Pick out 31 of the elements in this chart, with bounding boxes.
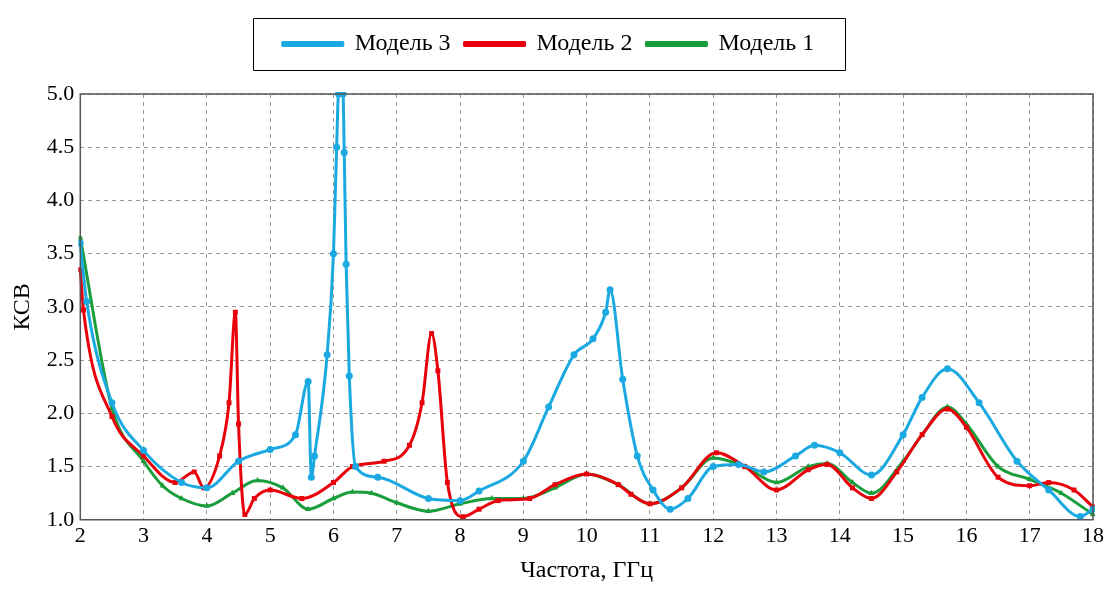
x-tick-label: 8	[454, 521, 466, 547]
y-tick-label: 3.0	[46, 292, 75, 318]
x-tick-label: 10	[575, 521, 598, 547]
x-tick-label: 11	[639, 521, 661, 547]
y-tick-label: 4.0	[46, 186, 75, 212]
y-tick-label: 4.5	[46, 133, 75, 159]
y-tick-label: 2.5	[46, 345, 75, 371]
x-tick-label: 7	[391, 521, 403, 547]
y-axis-title: КСВ	[7, 283, 34, 331]
y-tick-label: 1.0	[46, 505, 75, 531]
legend-label: Модель 2	[536, 29, 633, 56]
x-axis-title: Частота, ГГц	[520, 555, 654, 582]
legend-label: Модель 3	[354, 29, 451, 56]
x-tick-label: 14	[828, 521, 851, 547]
x-tick-label: 15	[892, 521, 915, 547]
x-tick-label: 18	[1082, 521, 1104, 547]
y-tick-label: 5.0	[46, 79, 75, 105]
x-tick-label: 5	[264, 521, 276, 547]
legend-label: Модель 1	[718, 29, 815, 56]
y-tick-label: 1.5	[46, 452, 75, 478]
x-tick-label: 6	[327, 521, 339, 547]
x-tick-label: 2	[74, 521, 86, 547]
x-tick-label: 16	[955, 521, 978, 547]
x-tick-label: 4	[201, 521, 213, 547]
y-tick-label: 3.5	[46, 239, 75, 265]
x-tick-label: 12	[702, 521, 725, 547]
x-tick-label: 17	[1018, 521, 1041, 547]
x-tick-label: 3	[138, 521, 150, 547]
x-tick-label: 13	[765, 521, 788, 547]
y-tick-label: 2.0	[46, 399, 75, 425]
x-tick-label: 9	[517, 521, 529, 547]
